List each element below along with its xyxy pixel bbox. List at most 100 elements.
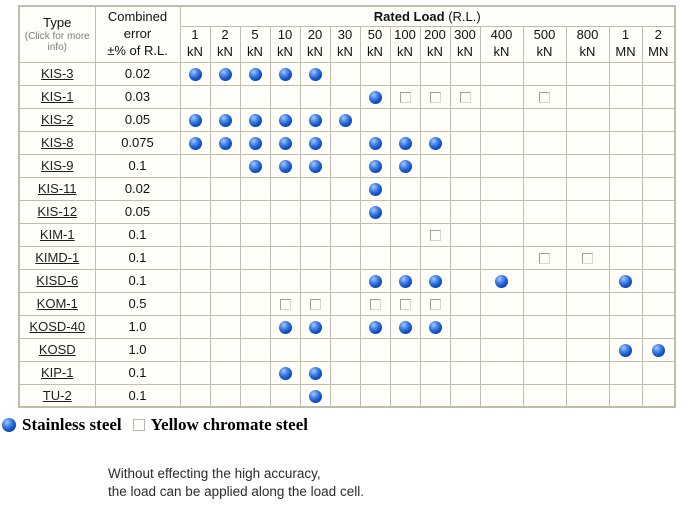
error-value: 0.1 xyxy=(94,268,181,293)
load-mark-cell xyxy=(419,153,451,178)
load-mark-cell xyxy=(608,84,643,109)
type-link[interactable]: KIS-11 xyxy=(37,181,77,196)
type-link[interactable]: KOSD xyxy=(38,342,76,357)
load-mark-cell xyxy=(641,84,676,109)
load-mark-cell xyxy=(389,314,421,339)
load-mark-cell xyxy=(239,176,271,201)
load-mark-cell xyxy=(269,383,301,408)
load-mark-cell xyxy=(389,176,421,201)
yellow-chromate-square-icon xyxy=(539,253,550,265)
stainless-steel-dot-icon xyxy=(651,344,665,358)
load-mark-cell xyxy=(479,314,524,339)
type-cell: KOM-1 xyxy=(18,291,96,316)
load-mark-cell xyxy=(565,314,610,339)
stainless-steel-dot-icon xyxy=(188,68,202,82)
load-mark-cell xyxy=(449,130,481,155)
type-link[interactable]: KIS-3 xyxy=(40,66,74,81)
type-link[interactable]: KIM-1 xyxy=(39,227,75,242)
type-link[interactable]: KIS-12 xyxy=(37,204,78,219)
load-mark-cell xyxy=(522,61,567,86)
type-link[interactable]: KOM-1 xyxy=(36,296,78,311)
load-column-header: 800 kN xyxy=(565,25,610,63)
load-mark-cell xyxy=(299,360,331,385)
load-mark-cell xyxy=(239,314,271,339)
error-value: 0.1 xyxy=(94,383,181,408)
type-link[interactable]: KIS-9 xyxy=(40,158,74,173)
type-link[interactable]: KISD-6 xyxy=(36,273,79,288)
load-mark-cell xyxy=(479,153,524,178)
stainless-steel-dot-icon xyxy=(218,114,232,128)
load-mark-cell xyxy=(209,176,241,201)
load-mark-cell xyxy=(565,84,610,109)
load-mark-cell xyxy=(329,130,361,155)
type-link[interactable]: KOSD-40 xyxy=(29,319,86,334)
stainless-steel-dot-icon xyxy=(368,206,382,220)
load-mark-cell xyxy=(299,199,331,224)
load-mark-cell xyxy=(179,130,211,155)
yellow-chromate-square-icon xyxy=(399,92,411,104)
load-mark-cell xyxy=(565,222,610,247)
load-column-header: 300 kN xyxy=(449,25,481,63)
load-mark-cell xyxy=(419,107,451,132)
load-mark-cell xyxy=(522,268,567,293)
load-mark-cell xyxy=(479,107,524,132)
error-value: 0.1 xyxy=(94,245,181,270)
type-link[interactable]: KIS-1 xyxy=(40,89,74,104)
load-mark-cell xyxy=(359,360,391,385)
error-value: 1.0 xyxy=(94,337,181,362)
load-mark-cell xyxy=(209,199,241,224)
load-mark-cell xyxy=(269,153,301,178)
load-mark-cell xyxy=(522,337,567,362)
load-mark-cell xyxy=(449,245,481,270)
table-row: KIS-11 0.02 xyxy=(18,176,676,201)
load-mark-cell xyxy=(419,61,451,86)
stainless-steel-dot-icon xyxy=(308,367,322,381)
load-mark-cell xyxy=(479,291,524,316)
load-mark-cell xyxy=(479,245,524,270)
load-mark-cell xyxy=(269,291,301,316)
load-mark-cell xyxy=(479,130,524,155)
header-row-top: Type (Click for more info) Combined erro… xyxy=(18,5,676,63)
load-mark-cell xyxy=(359,84,391,109)
load-mark-cell xyxy=(419,360,451,385)
load-mark-cell xyxy=(608,360,643,385)
load-mark-cell xyxy=(359,383,391,408)
stainless-steel-dot-icon xyxy=(428,321,442,335)
load-mark-cell xyxy=(522,222,567,247)
table-row: KOSD 1.0 xyxy=(18,337,676,362)
load-mark-cell xyxy=(389,222,421,247)
load-mark-cell xyxy=(608,222,643,247)
table-row: KIS-9 0.1 xyxy=(18,153,676,178)
note-line-2: the load can be applied along the load c… xyxy=(108,483,364,499)
type-link[interactable]: KIS-2 xyxy=(40,112,74,127)
stainless-steel-dot-icon xyxy=(368,91,382,105)
legend-chromate-label: Yellow chromate steel xyxy=(150,415,308,434)
load-mark-cell xyxy=(269,176,301,201)
load-mark-cell xyxy=(179,84,211,109)
load-mark-cell xyxy=(419,291,451,316)
rated-load-suffix: (R.L.) xyxy=(448,8,481,24)
load-mark-cell xyxy=(179,360,211,385)
load-mark-cell xyxy=(479,268,524,293)
type-cell: KIS-9 xyxy=(18,153,96,178)
type-link[interactable]: KIP-1 xyxy=(40,365,74,380)
error-value: 0.5 xyxy=(94,291,181,316)
load-mark-cell xyxy=(449,383,481,408)
load-mark-cell xyxy=(641,268,676,293)
rated-load-header: Rated Load (R.L.) xyxy=(179,5,676,27)
type-link[interactable]: KIS-8 xyxy=(40,135,74,150)
load-mark-cell xyxy=(269,245,301,270)
load-mark-cell xyxy=(565,383,610,408)
load-mark-cell xyxy=(239,337,271,362)
type-link[interactable]: KIMD-1 xyxy=(35,250,80,265)
error-value: 0.03 xyxy=(94,84,181,109)
load-mark-cell xyxy=(179,222,211,247)
load-column-header: 2 kN xyxy=(209,25,241,63)
load-mark-cell xyxy=(209,383,241,408)
stainless-steel-dot-icon xyxy=(308,321,322,335)
load-column-header: 50 kN xyxy=(359,25,391,63)
type-link[interactable]: TU-2 xyxy=(42,387,72,403)
table-row: KIM-1 0.1 xyxy=(18,222,676,247)
load-mark-cell xyxy=(239,222,271,247)
error-value: 0.05 xyxy=(94,107,181,132)
